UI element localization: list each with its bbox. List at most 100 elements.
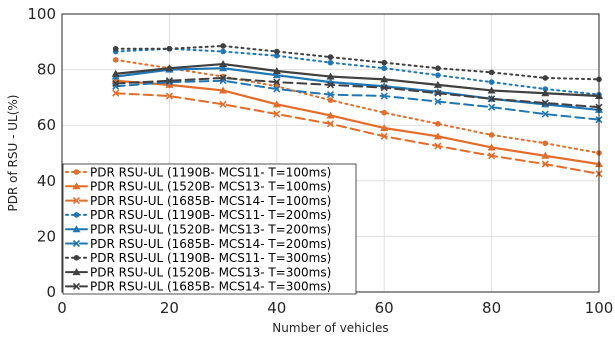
legend-item: PDR RSU-UL (1520B- MCS13- T=300ms) [65, 265, 331, 279]
data-point [381, 59, 388, 66]
x-tick-label: 60 [375, 299, 394, 317]
series-2 [111, 76, 603, 168]
legend-marker [72, 182, 81, 190]
data-point [165, 92, 173, 100]
legend-label: PDR RSU-UL (1190B- MCS11- T=200ms) [90, 208, 331, 222]
data-point [434, 142, 442, 150]
series-line [114, 67, 601, 112]
legend-label: PDR RSU-UL (1190B- MCS11- T=100ms) [90, 165, 331, 179]
data-point [326, 72, 335, 80]
x-tick-label: 100 [585, 299, 614, 317]
data-point [112, 45, 119, 52]
legend-item: PDR RSU-UL (1190B- MCS11- T=100ms) [65, 165, 331, 179]
series-line [114, 58, 600, 154]
data-point [380, 132, 388, 140]
legend-item: PDR RSU-UL (1685B- MCS14- T=200ms) [65, 237, 331, 251]
legend-label: PDR RSU-UL (1190B- MCS11- T=300ms) [90, 251, 331, 265]
data-point [219, 100, 227, 108]
data-point [542, 75, 549, 81]
legend-item: PDR RSU-UL (1520B- MCS13- T=200ms) [65, 223, 331, 237]
data-point [488, 132, 495, 138]
data-point [165, 77, 173, 85]
series-line [114, 44, 600, 81]
series-7 [112, 43, 602, 83]
series-layer [111, 43, 603, 178]
series-9 [112, 74, 603, 111]
data-point [488, 152, 496, 160]
series-line [114, 76, 600, 109]
data-point [381, 109, 388, 116]
series-8 [111, 60, 603, 100]
data-point [112, 89, 120, 97]
legend-label: PDR RSU-UL (1685B- MCS14- T=200ms) [90, 237, 331, 251]
data-point [434, 89, 442, 97]
legend: PDR RSU-UL (1190B- MCS11- T=100ms)PDR RS… [62, 163, 357, 295]
data-point [112, 57, 119, 63]
data-point [380, 84, 388, 92]
data-point [111, 69, 120, 77]
y-tick-label: 80 [37, 61, 56, 79]
data-point [272, 71, 281, 79]
data-point [487, 86, 496, 94]
series-4 [112, 45, 602, 98]
data-point [541, 151, 550, 159]
data-point [327, 97, 334, 103]
data-point [380, 92, 388, 100]
series-line [114, 62, 601, 98]
legend-item: PDR RSU-UL (1190B- MCS11- T=200ms) [65, 208, 331, 222]
data-point [435, 121, 441, 127]
x-tick-label: 20 [160, 299, 179, 317]
data-point [165, 64, 174, 72]
data-point [488, 103, 496, 111]
data-point [166, 45, 173, 52]
data-point [541, 99, 549, 107]
legend-label: PDR RSU-UL (1685B- MCS14- T=100ms) [90, 194, 331, 208]
data-point [112, 79, 120, 88]
legend-item: PDR RSU-UL (1685B- MCS14- T=300ms) [65, 280, 331, 294]
data-point [219, 86, 228, 94]
data-point [434, 98, 442, 106]
legend-marker [73, 212, 80, 218]
data-point [435, 72, 441, 78]
data-point [381, 65, 388, 72]
legend-marker [72, 268, 81, 276]
data-point [326, 111, 335, 119]
data-point [542, 86, 549, 92]
legend-label: PDR RSU-UL (1520B- MCS13- T=200ms) [90, 223, 331, 237]
data-point [380, 123, 389, 131]
legend-marker [72, 239, 81, 248]
data-point [219, 60, 228, 68]
data-point [327, 54, 334, 60]
legend-item: PDR RSU-UL (1685B- MCS14- T=100ms) [65, 194, 331, 208]
legend-item: PDR RSU-UL (1190B- MCS11- T=300ms) [65, 251, 331, 265]
legend-item: PDR RSU-UL (1520B- MCS13- T=100ms) [65, 180, 331, 194]
data-point [326, 81, 335, 89]
data-point [541, 110, 549, 118]
y-tick-label: 20 [37, 227, 56, 245]
legend-marker [72, 225, 81, 233]
legend-marker [73, 254, 80, 261]
series-line [114, 79, 601, 166]
data-point [435, 65, 441, 72]
legend-box [62, 163, 357, 295]
data-point [165, 80, 174, 88]
series-line [114, 92, 600, 175]
data-point [219, 74, 227, 82]
legend-marker [72, 197, 81, 205]
legend-label: PDR RSU-UL (1685B- MCS14- T=300ms) [90, 280, 331, 294]
data-point [487, 143, 496, 151]
legend-marker [72, 282, 81, 290]
data-point [274, 48, 280, 55]
y-axis-label: PDR of RSU - UL(%) [6, 95, 20, 212]
x-tick-label: 40 [267, 299, 286, 317]
series-line [114, 79, 600, 121]
x-tick-label: 80 [482, 299, 501, 317]
data-point [272, 66, 281, 74]
y-tick-label: 40 [37, 172, 56, 190]
data-point [542, 140, 549, 147]
data-point [433, 132, 442, 140]
y-tick-label: 60 [37, 116, 56, 134]
data-point [219, 64, 228, 72]
series-line [114, 47, 600, 96]
